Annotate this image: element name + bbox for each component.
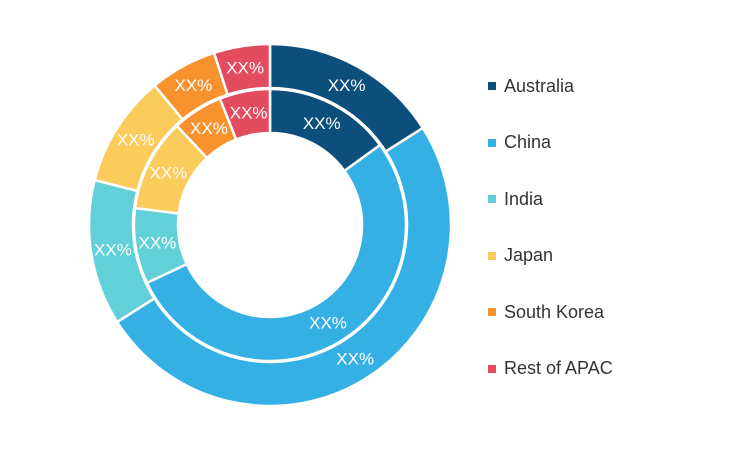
legend-label: India bbox=[504, 188, 544, 209]
outer-label-china: XX% bbox=[336, 350, 374, 369]
legend-swatch bbox=[488, 364, 496, 373]
legend-swatch bbox=[488, 82, 496, 90]
inner-label-china: XX% bbox=[309, 314, 347, 333]
legend-item-japan: Japan bbox=[488, 244, 613, 268]
legend-swatch bbox=[488, 138, 496, 147]
inner-slice-china bbox=[145, 143, 408, 363]
legend-label: China bbox=[504, 132, 552, 153]
legend-label: Japan bbox=[504, 245, 554, 266]
legend-item-australia: Australia bbox=[488, 74, 613, 98]
legend-swatch bbox=[488, 195, 496, 204]
legend-label: Rest of APAC bbox=[504, 358, 613, 379]
outer-label-japan: XX% bbox=[117, 130, 155, 149]
legend-label: Australia bbox=[504, 75, 575, 96]
legend-item-india: India bbox=[488, 187, 613, 211]
legend-label: South Korea bbox=[504, 301, 605, 322]
chart-legend: Australia China India Japan South Korea Rest … bbox=[488, 74, 613, 414]
inner-slice-rest-of-apac bbox=[218, 87, 272, 141]
inner-label-japan: XX% bbox=[150, 164, 188, 183]
legend-item-rest-of-apac: Rest of APAC bbox=[488, 357, 613, 381]
donut-chart: XX%XX%XX%XX%XX%XX%XX%XX%XX%XX%XX%XX% bbox=[87, 42, 453, 408]
legend-swatch bbox=[488, 251, 496, 260]
inner-label-australia: XX% bbox=[303, 114, 341, 133]
inner-label-rest-of-apac: XX% bbox=[230, 104, 268, 123]
inner-label-india: XX% bbox=[139, 233, 177, 252]
outer-label-south-korea: XX% bbox=[175, 76, 213, 95]
outer-label-india: XX% bbox=[94, 240, 132, 259]
inner-label-south-korea: XX% bbox=[190, 119, 228, 138]
outer-label-rest-of-apac: XX% bbox=[226, 58, 264, 77]
outer-label-australia: XX% bbox=[328, 76, 366, 95]
legend-swatch bbox=[488, 308, 496, 317]
legend-item-china: China bbox=[488, 131, 613, 155]
legend-item-south-korea: South Korea bbox=[488, 300, 613, 324]
